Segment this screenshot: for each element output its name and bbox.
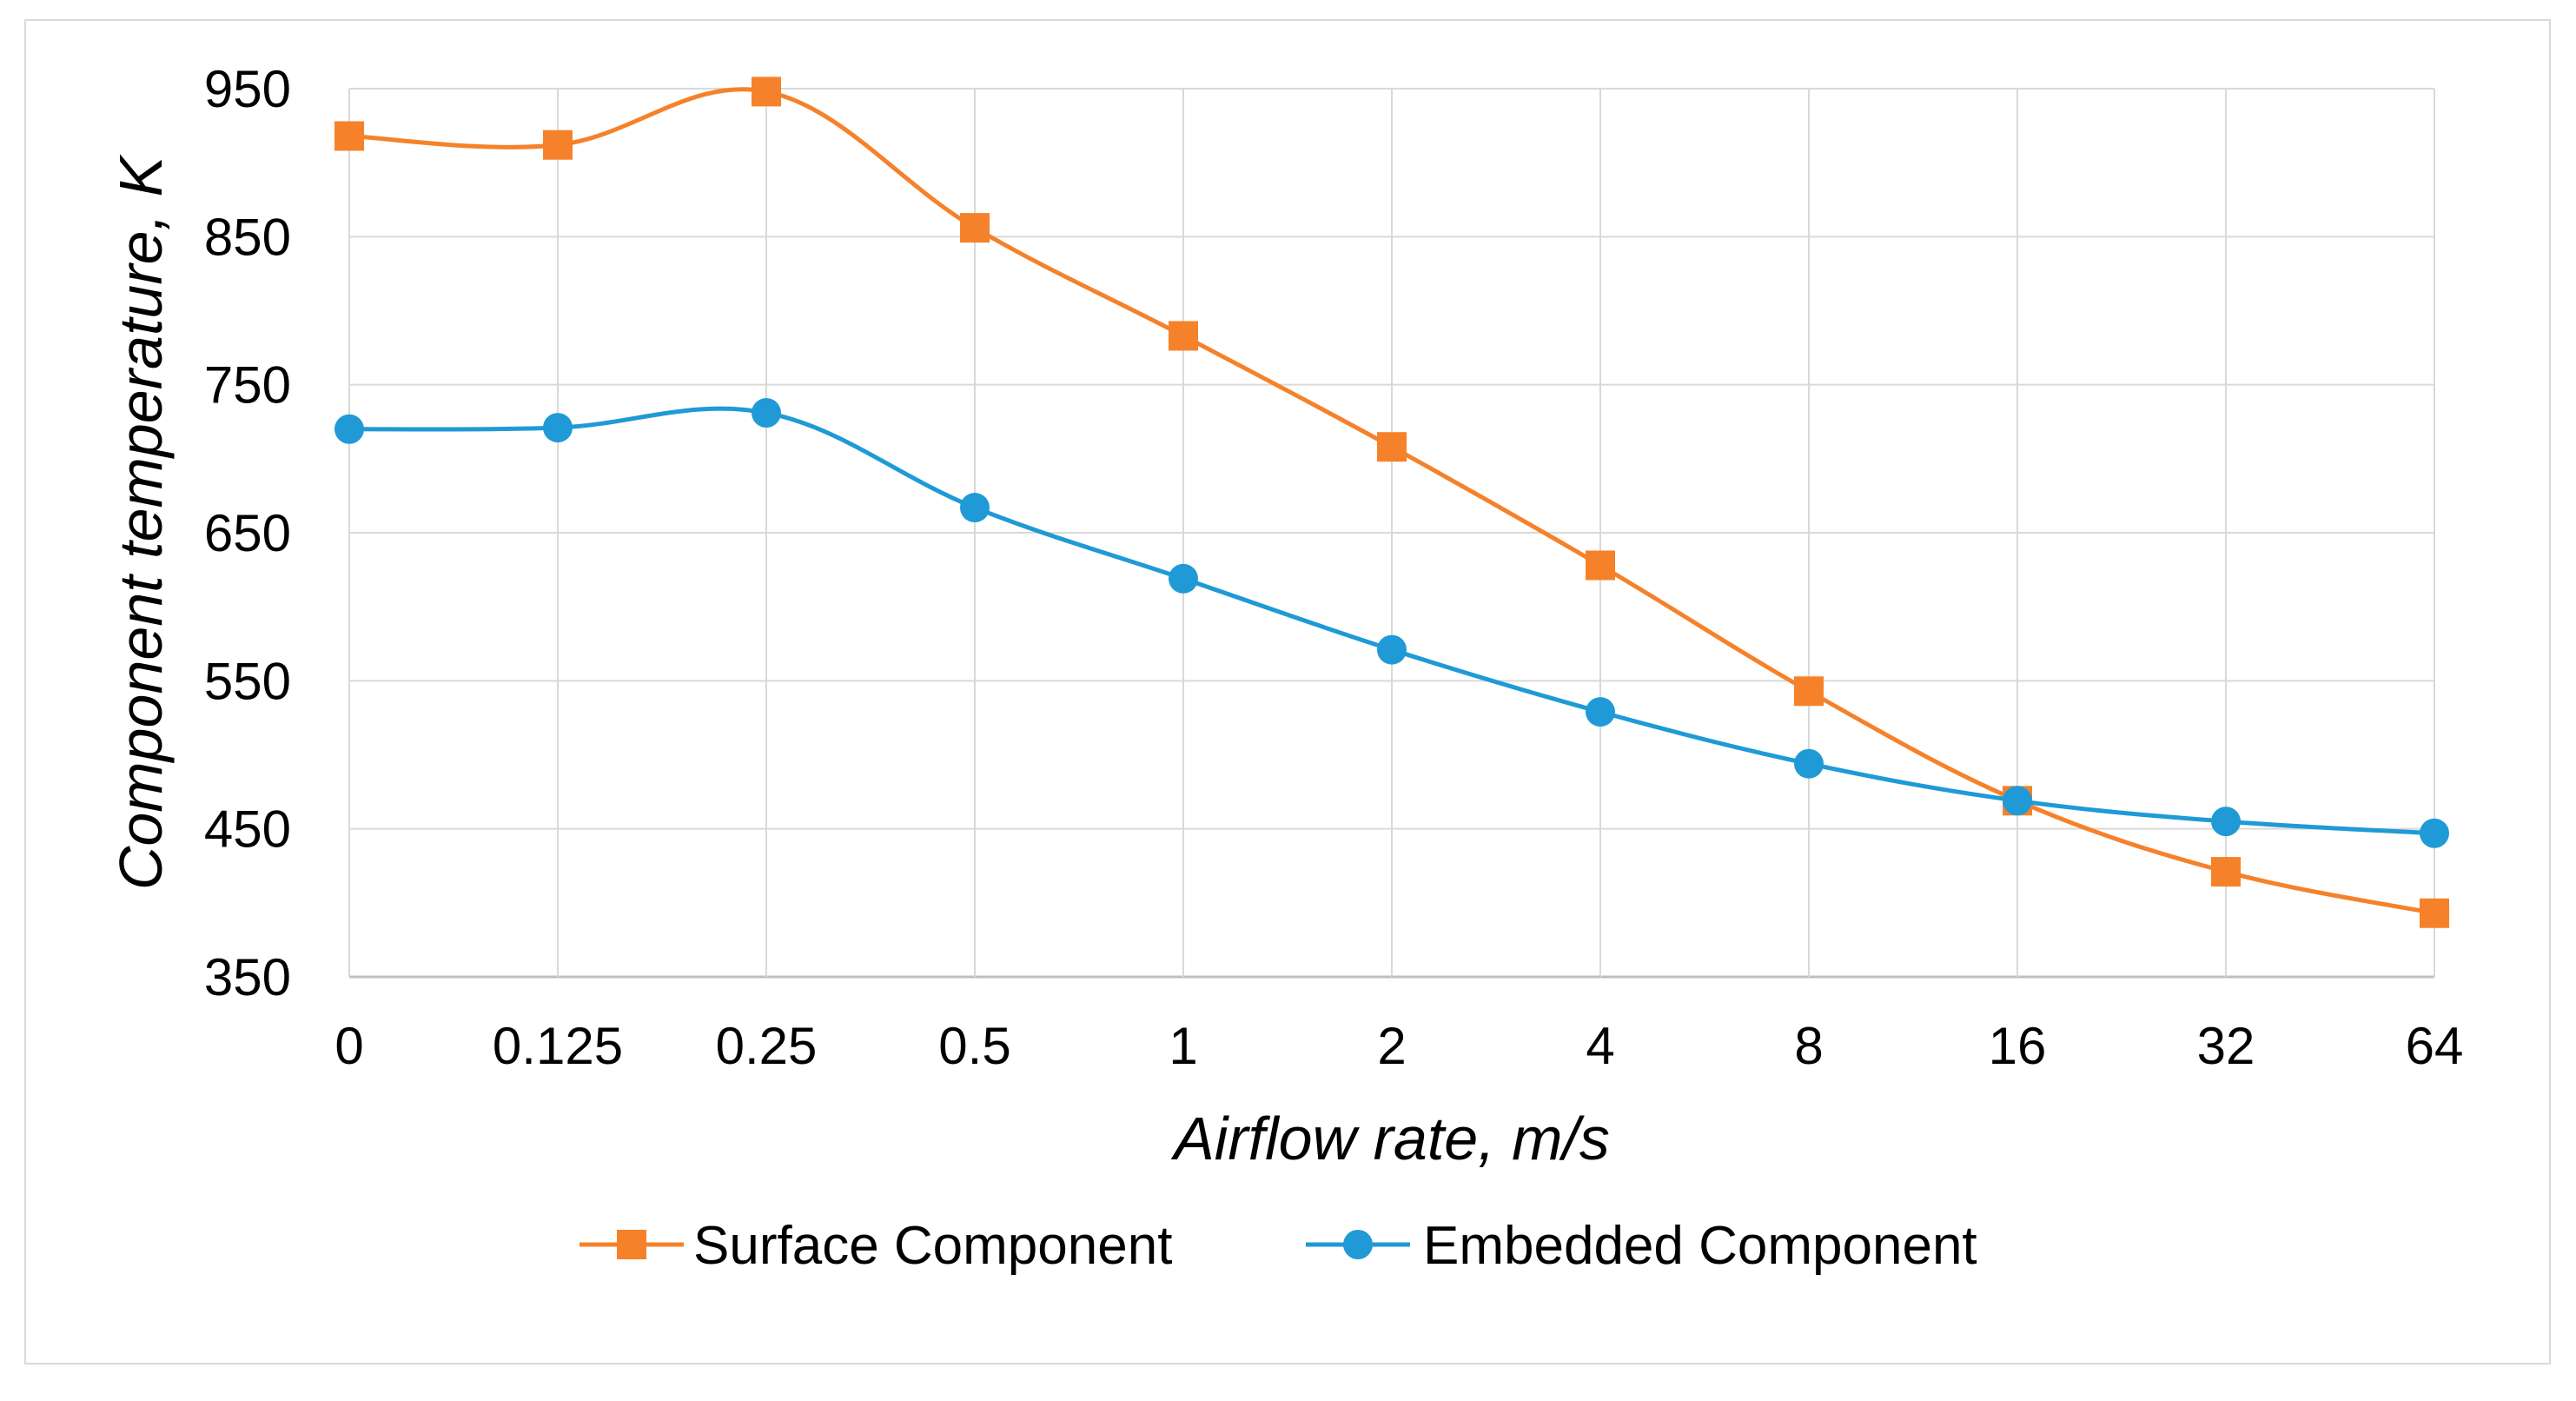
legend-label-embedded: Embedded Component <box>1423 1216 1977 1276</box>
x-tick-label: 0 <box>334 1017 363 1075</box>
y-tick-label: 850 <box>204 208 291 266</box>
data-point-circle <box>1586 697 1615 727</box>
chart: 350 450 550 650 750 850 950 0 0.125 0.25 0.5 1 2 4 8 16… <box>107 60 2463 1276</box>
legend-label-surface: Surface Component <box>693 1216 1172 1276</box>
data-point-circle <box>1377 634 1407 665</box>
data-point-circle <box>752 398 781 428</box>
series-layer <box>334 76 2449 928</box>
data-point-square <box>1586 550 1615 581</box>
legend-item-embedded: Embedded Component <box>1306 1216 1977 1276</box>
x-tick-label: 64 <box>2406 1017 2464 1075</box>
data-point-square <box>2420 898 2449 928</box>
data-point-square <box>1377 432 1407 462</box>
legend-marker-circle <box>1343 1230 1373 1259</box>
data-point-square <box>960 213 990 243</box>
data-point-square <box>2211 857 2241 887</box>
data-point-circle <box>1794 748 1824 779</box>
x-axis-title: Airflow rate, m/s <box>1170 1105 1610 1172</box>
data-point-circle <box>2003 786 2032 816</box>
series-embedded-component <box>334 398 2449 848</box>
y-tick-label: 650 <box>204 504 291 562</box>
x-tick-label: 16 <box>1989 1017 2047 1075</box>
x-tick-label: 1 <box>1169 1017 1197 1075</box>
y-tick-label: 950 <box>204 60 291 118</box>
y-tick-label: 350 <box>204 948 291 1006</box>
x-tick-label: 32 <box>2197 1017 2255 1075</box>
x-tick-label: 0.25 <box>716 1017 818 1075</box>
y-tick-label: 450 <box>204 800 291 859</box>
data-point-square <box>1794 676 1824 707</box>
x-tick-label: 8 <box>1794 1017 1823 1075</box>
chart-frame: 350 450 550 650 750 850 950 0 0.125 0.25 0.5 1 2 4 8 16… <box>24 19 2551 1364</box>
data-point-square <box>1169 321 1198 351</box>
data-point-circle <box>543 413 573 443</box>
data-point-circle <box>1169 563 1198 594</box>
data-point-circle <box>960 493 990 523</box>
legend-marker-square <box>617 1230 646 1259</box>
data-point-square <box>334 121 364 151</box>
data-point-circle <box>2211 807 2241 837</box>
y-tick-label: 750 <box>204 356 291 415</box>
data-point-circle <box>2420 818 2449 848</box>
x-tick-label: 0.5 <box>938 1017 1010 1075</box>
x-tick-label: 0.125 <box>493 1017 623 1075</box>
x-tick-label: 2 <box>1377 1017 1406 1075</box>
legend: Surface Component Embedded Component <box>579 1216 1977 1276</box>
data-point-square <box>752 76 781 107</box>
legend-item-surface: Surface Component <box>579 1216 1172 1276</box>
data-point-circle <box>334 414 364 444</box>
gridlines <box>348 88 2435 979</box>
y-axis-title: Component temperature, K <box>107 154 175 891</box>
data-point-square <box>543 129 573 160</box>
tick-labels: 350 450 550 650 750 850 950 0 0.125 0.25 0.5 1 2 4 8 16… <box>204 60 2463 1075</box>
y-tick-label: 550 <box>204 652 291 710</box>
x-tick-label: 4 <box>1586 1017 1614 1075</box>
